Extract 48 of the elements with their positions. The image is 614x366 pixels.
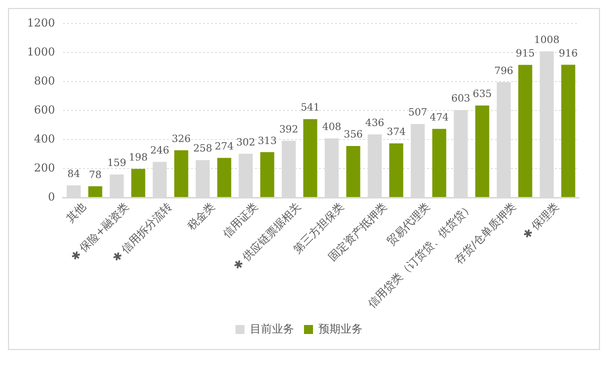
data-label: 507: [408, 108, 428, 119]
y-tick-label: 600: [34, 103, 55, 116]
bar: [346, 146, 360, 198]
data-label: 392: [279, 124, 298, 136]
data-label: 159: [107, 158, 126, 170]
data-label: 796: [494, 66, 514, 77]
data-label: 916: [558, 48, 578, 60]
data-label: 258: [193, 144, 212, 155]
y-tick-label: 400: [34, 132, 55, 146]
data-label: 1008: [534, 35, 560, 46]
data-label: 541: [300, 102, 320, 114]
data-label: 915: [516, 48, 535, 60]
x-tick-label: 税金类: [185, 200, 218, 233]
bar: [88, 186, 102, 198]
data-label: 78: [88, 170, 102, 181]
data-label: 302: [236, 137, 256, 148]
y-tick-label: 800: [34, 74, 55, 88]
data-label: 436: [365, 118, 384, 129]
x-tick-label: ✱ 保理类: [520, 200, 562, 242]
data-label: 84: [67, 168, 80, 180]
data-label: 374: [386, 126, 406, 138]
bar: [518, 64, 532, 198]
data-label: 198: [128, 152, 148, 164]
bar: [303, 119, 318, 198]
data-label: 274: [214, 141, 234, 152]
data-label: 408: [322, 122, 342, 133]
data-label: 603: [451, 94, 470, 105]
bar: [561, 64, 576, 198]
bar: [217, 158, 232, 198]
y-tick-label: 0: [48, 190, 55, 204]
bar: [432, 128, 446, 198]
data-label: 246: [150, 145, 170, 156]
data-label: 313: [258, 136, 277, 147]
legend-label: 预期业务: [318, 322, 362, 336]
bar: [475, 106, 490, 198]
y-tick-label: 1000: [26, 45, 55, 58]
legend-label: 目前业务: [250, 322, 294, 336]
x-tick-label: 其他: [64, 200, 89, 225]
bar: [174, 150, 188, 198]
data-label: 635: [472, 89, 492, 100]
y-tick-label: 200: [34, 161, 55, 174]
bar: [131, 168, 146, 198]
y-tick-label: 1200: [26, 16, 55, 30]
data-label: 326: [172, 134, 191, 145]
bar: [260, 152, 274, 198]
bar: [389, 143, 404, 198]
data-label: 474: [430, 112, 449, 124]
data-label: 356: [344, 130, 363, 141]
